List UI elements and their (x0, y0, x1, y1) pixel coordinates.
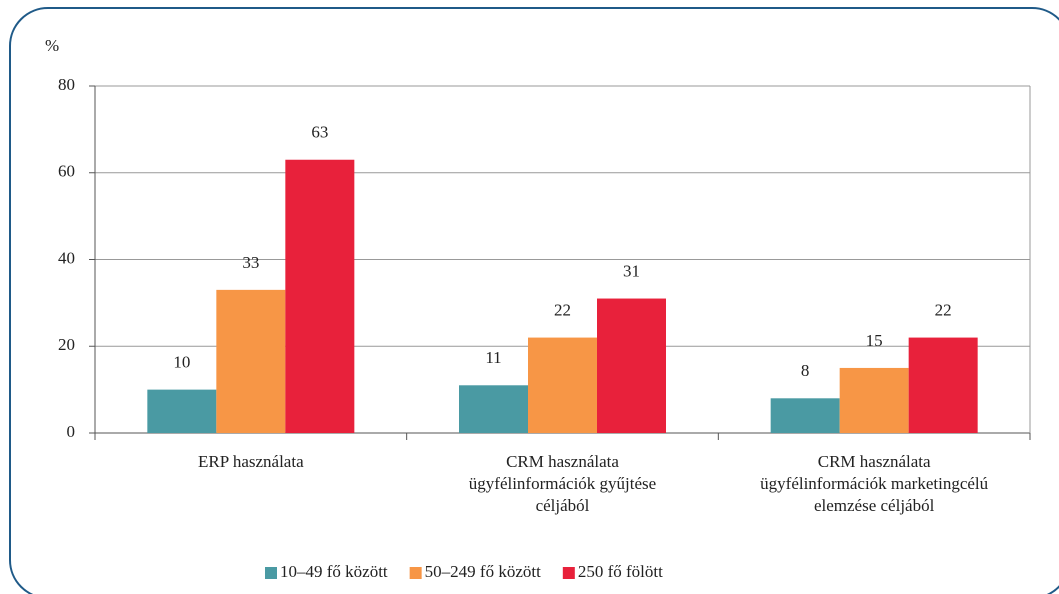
data-label: 11 (485, 348, 501, 367)
legend-swatch (409, 567, 422, 579)
y-tick-label: 0 (67, 422, 76, 441)
bar (147, 389, 217, 433)
legend-label: 250 fő fölött (578, 562, 663, 581)
data-label: 15 (866, 331, 883, 350)
data-label: 8 (801, 361, 810, 380)
y-axis-label: % (45, 36, 59, 55)
data-label: 33 (242, 253, 259, 272)
x-tick-label: ERP használata (198, 452, 304, 471)
legend-label: 50–249 fő között (425, 562, 541, 581)
y-tick-label: 80 (58, 75, 75, 94)
bar (839, 367, 909, 433)
data-label: 22 (554, 300, 571, 319)
bar (770, 398, 840, 433)
bar (597, 298, 666, 433)
bar (459, 385, 528, 433)
y-tick-label: 40 (58, 248, 75, 267)
bar (908, 337, 978, 433)
bar (528, 337, 597, 433)
frame (9, 7, 1059, 594)
bar (285, 159, 355, 434)
y-tick-label: 60 (58, 162, 75, 181)
legend-swatch (562, 567, 575, 579)
bar (216, 289, 286, 433)
data-label: 63 (311, 123, 328, 142)
data-label: 31 (623, 261, 640, 280)
legend-swatch (265, 567, 277, 579)
x-tick-label: CRM használata ügyfélinformációk marketi… (760, 452, 989, 515)
y-tick-label: 20 (58, 335, 75, 354)
data-label: 10 (173, 353, 190, 372)
legend-label: 10–49 fő között (280, 562, 388, 581)
x-tick-label: CRM használata ügyfélinformációk gyűjtés… (468, 452, 657, 515)
data-label: 22 (935, 300, 952, 319)
